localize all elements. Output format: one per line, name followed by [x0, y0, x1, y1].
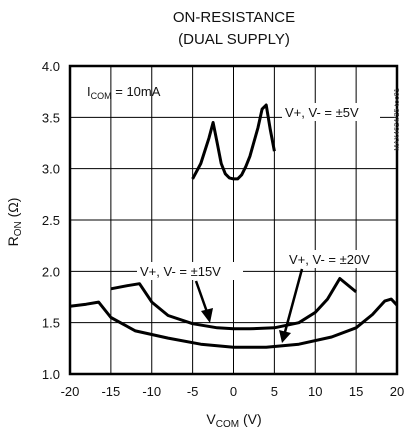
y-tick-label: 3.0 — [42, 162, 60, 177]
series-layer — [69, 103, 399, 349]
x-tick-label: -15 — [101, 384, 120, 399]
annotation-5v-text: V+, V- = ±5V — [285, 105, 359, 120]
series-line-2 — [69, 297, 399, 349]
y-axis-label: RON (Ω) — [5, 198, 24, 247]
y-axis-label-main: R — [5, 236, 21, 246]
y-tick-label: 1.5 — [42, 316, 60, 331]
x-tick-label: 5 — [271, 384, 278, 399]
chart-subtitle: (DUAL SUPPLY) — [178, 31, 290, 48]
condition-label: ICOM = 10mA — [87, 84, 161, 101]
x-tick-label: -10 — [142, 384, 161, 399]
annotation-20v-text: V+, V- = ±20V — [289, 252, 370, 267]
condition-main: I — [87, 84, 91, 99]
y-tick-label: 2.0 — [42, 264, 60, 279]
watermark: MAX4624/25 toc01 — [394, 88, 401, 151]
x-tick-label: 20 — [390, 384, 404, 399]
x-axis-label-unit: (V) — [239, 411, 262, 427]
arrow-15v-head — [201, 308, 213, 323]
annotation-15v: V+, V- = ±15V — [137, 262, 243, 280]
y-tick-label: 3.5 — [42, 110, 60, 125]
plot-frame — [68, 64, 399, 376]
y-tick-label: 4.0 — [42, 59, 60, 74]
annotation-5v: V+, V- = ±5V — [282, 103, 380, 121]
series-line-0 — [191, 103, 276, 181]
condition-sub: COM — [91, 91, 112, 101]
x-tick-label: -20 — [61, 384, 80, 399]
x-tick-label: -5 — [187, 384, 199, 399]
x-axis-label-sub: COM — [216, 419, 239, 430]
y-tick-labels: 1.0 1.5 2.0 2.5 3.0 3.5 4.0 — [42, 59, 60, 382]
x-tick-labels: -20 -15 -10 -5 0 5 10 15 20 — [61, 384, 405, 399]
chart-title: ON-RESISTANCE — [173, 9, 295, 26]
x-axis-label-main: V — [206, 411, 216, 427]
y-axis-label-unit: (Ω) — [5, 198, 21, 222]
y-tick-label: 1.0 — [42, 367, 60, 382]
series-line-1 — [110, 277, 358, 331]
x-tick-label: 10 — [308, 384, 322, 399]
arrow-20v-head — [279, 330, 291, 343]
arrow-20v-line — [283, 268, 304, 333]
arrow-15v-line — [194, 280, 209, 313]
condition-rest: = 10mA — [112, 84, 161, 99]
y-axis-label-sub: ON — [13, 221, 24, 236]
annotation-15v-text: V+, V- = ±15V — [140, 264, 221, 279]
x-tick-label: 0 — [230, 384, 237, 399]
annotation-20v: V+, V- = ±20V — [286, 250, 392, 268]
x-tick-label: 15 — [349, 384, 363, 399]
x-axis-label: VCOM (V) — [206, 411, 261, 430]
y-tick-label: 2.5 — [42, 213, 60, 228]
